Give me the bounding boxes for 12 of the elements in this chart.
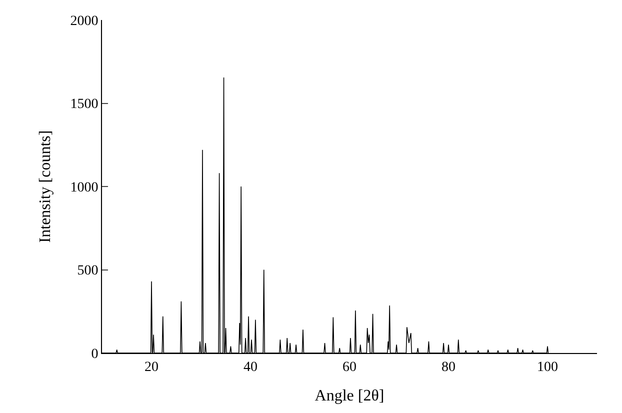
y-tick-label: 500: [77, 264, 98, 279]
x-axis-title: Angle [2θ]: [314, 388, 384, 404]
x-tick-label: 100: [537, 360, 558, 375]
x-tick-label: 60: [342, 360, 356, 375]
x-tick-label: 20: [144, 360, 158, 375]
y-tick-label: 1000: [70, 180, 98, 196]
y-tick-label: 2000: [70, 14, 98, 29]
x-tick-label: 40: [244, 360, 258, 375]
y-tick-label: 0: [91, 346, 98, 362]
y-tick-label: 1500: [70, 97, 98, 112]
y-axis-title: Intensity [counts]: [37, 130, 54, 243]
x-tick-label: 80: [442, 360, 456, 375]
